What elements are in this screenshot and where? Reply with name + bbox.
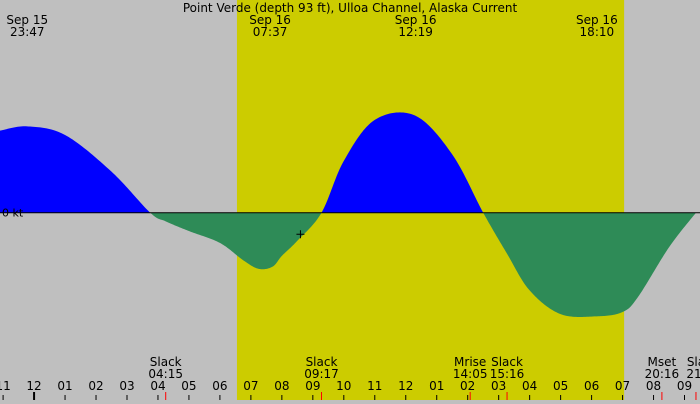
zero-label: 0 kt <box>2 207 24 220</box>
event-time-label: 20:16 <box>645 367 680 381</box>
extreme-time-label: 12:19 <box>398 25 433 39</box>
extreme-date-label: Sep 16 <box>576 13 618 27</box>
extreme-date-label: Sep 15 <box>6 13 48 27</box>
extreme-time-label: 18:10 <box>580 25 615 39</box>
hour-tick-label: 01 <box>57 379 72 393</box>
flood-area <box>321 112 484 213</box>
event-label: Mrise <box>454 355 486 369</box>
event-time-label: 15:16 <box>490 367 525 381</box>
hour-tick-label: 09 <box>677 379 692 393</box>
event-time-label: 04:15 <box>148 367 183 381</box>
chart-title: Point Verde (depth 93 ft), Ulloa Channel… <box>183 1 518 15</box>
hour-tick-label: 02 <box>88 379 103 393</box>
event-time-label: 09:17 <box>304 367 339 381</box>
hour-tick-label: 04 <box>522 379 537 393</box>
hour-tick-label: 12 <box>26 379 41 393</box>
hour-tick-label: 08 <box>274 379 289 393</box>
extreme-time-label: 07:37 <box>253 25 288 39</box>
hour-tick-label: 07 <box>243 379 258 393</box>
flood-area <box>0 126 151 213</box>
hour-tick-label: 01 <box>429 379 444 393</box>
hour-tick-label: 03 <box>491 379 506 393</box>
hour-tick-label: 12 <box>398 379 413 393</box>
hour-tick-label: 11 <box>0 379 11 393</box>
ebb-area <box>150 212 322 270</box>
hour-tick-label: 09 <box>305 379 320 393</box>
hour-tick-label: 05 <box>181 379 196 393</box>
cursor-crosshair <box>296 230 305 239</box>
extreme-time-label: 23:47 <box>10 25 45 39</box>
hour-tick-label: 03 <box>119 379 134 393</box>
hour-tick-label: 05 <box>553 379 568 393</box>
hour-tick-label: 07 <box>615 379 630 393</box>
hour-tick-label: 06 <box>584 379 599 393</box>
hour-tick-label: 06 <box>212 379 227 393</box>
event-time-label: 21: <box>686 367 700 381</box>
event-label: Slack <box>491 355 523 369</box>
hour-tick-label: 04 <box>150 379 165 393</box>
event-label: Mset <box>648 355 677 369</box>
hour-tick-label: 02 <box>460 379 475 393</box>
event-time-label: 14:05 <box>453 367 488 381</box>
extreme-date-label: Sep 16 <box>249 13 291 27</box>
event-label: Sla <box>687 355 700 369</box>
event-label: Slack <box>150 355 182 369</box>
hour-tick-label: 11 <box>367 379 382 393</box>
hour-tick-label: 08 <box>646 379 661 393</box>
hour-tick-label: 10 <box>336 379 351 393</box>
extreme-date-label: Sep 16 <box>395 13 437 27</box>
event-label: Slack <box>306 355 338 369</box>
ebb-area <box>483 212 696 317</box>
